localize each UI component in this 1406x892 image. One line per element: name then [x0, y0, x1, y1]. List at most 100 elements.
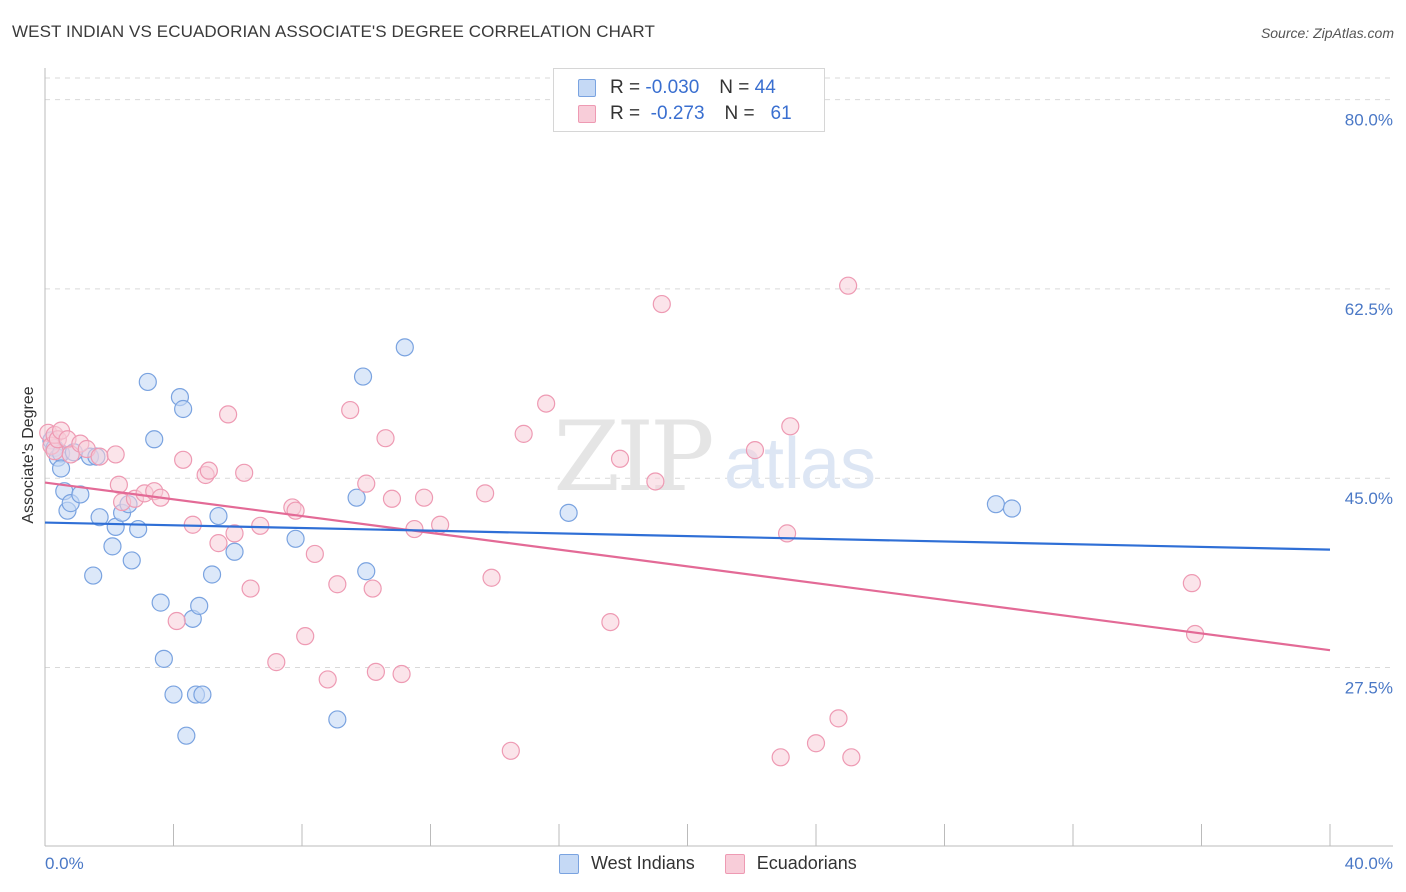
legend-swatch-ecuadorians — [578, 105, 596, 123]
ecuadorians-point — [771, 748, 790, 767]
y-tick-label: 62.5% — [1345, 300, 1393, 319]
ecuadorians-point — [318, 670, 337, 689]
legend-r-value: -0.273 — [650, 103, 705, 124]
chart-title: WEST INDIAN VS ECUADORIAN ASSOCIATE'S DE… — [12, 22, 655, 41]
west-indians-point — [328, 710, 347, 729]
ecuadorians-point — [842, 748, 861, 767]
ecuadorians-point — [328, 575, 347, 594]
ecuadorians-point — [305, 544, 324, 564]
ecuadorians-points — [39, 276, 1205, 767]
ecuadorians-point — [476, 484, 495, 503]
west-indians-point — [145, 430, 164, 449]
west-indians-point — [122, 551, 141, 570]
ecuadorians-point — [174, 450, 193, 469]
ecuadorians-point — [267, 653, 286, 672]
west-indians-point — [559, 503, 578, 522]
west-indians-point — [164, 685, 183, 704]
west-indians-point — [138, 372, 157, 392]
ecuadorians-point — [235, 463, 254, 482]
west-indians-point — [190, 596, 209, 615]
ecuadorians-point — [806, 734, 826, 753]
axes — [44, 68, 1393, 847]
west-indians-point — [151, 593, 170, 612]
x-tick-label: 40.0% — [1345, 854, 1393, 873]
west-indians-point — [209, 506, 228, 526]
ecuadorians-point — [781, 417, 800, 436]
legend-label-ecuadorians: Ecuadorians — [756, 853, 857, 873]
legend-n-label: N = — [719, 77, 750, 98]
ecuadorians-point — [199, 461, 218, 480]
x-tick-label: 0.0% — [45, 854, 84, 873]
ecuadorians-point — [745, 441, 765, 460]
west-indians-point — [193, 685, 212, 704]
ecuadorians-point — [392, 664, 411, 684]
ecuadorians-point — [296, 627, 315, 646]
correlation-legend: R = -0.030 N = 44 R = -0.273 N = 61 — [553, 68, 825, 132]
west-indians-point — [395, 338, 414, 357]
ecuadorians-point — [90, 447, 109, 466]
ecuadorians-point — [219, 405, 238, 424]
west-indians-point — [103, 537, 122, 556]
watermark-zip: ZIP — [553, 401, 712, 513]
ecuadorians-point — [106, 445, 125, 464]
west-indians-point — [986, 495, 1006, 514]
west-indians-point — [71, 485, 90, 504]
ecuadorians-point — [839, 276, 858, 295]
legend-label-west-indians: West Indians — [591, 853, 695, 873]
legend-item-ecuadorians[interactable]: Ecuadorians — [724, 853, 857, 874]
ecuadorians-point — [829, 709, 848, 728]
ecuadorians-point — [514, 424, 533, 443]
legend-item-west-indians[interactable]: West Indians — [559, 853, 695, 874]
west-indians-point — [347, 488, 366, 507]
ecuadorians-point — [382, 489, 402, 508]
legend-n-value: 61 — [770, 103, 792, 124]
legend-r-label: R = — [610, 103, 641, 124]
west-indians-point — [129, 519, 148, 539]
ecuadorians-point — [610, 449, 630, 468]
ecuadorians-point — [1182, 574, 1201, 593]
tick-labels: 27.5% 45.0% 62.5% 80.0% 0.0% 40.0% — [45, 111, 1393, 873]
legend-row-west-indians: R = -0.030 N = 44 — [578, 76, 776, 100]
west-indians-trend-line — [44, 521, 1331, 551]
ecuadorians-point — [652, 294, 671, 314]
ecuadorians-point — [251, 516, 270, 535]
west-indians-point — [286, 529, 305, 548]
west-indians-point — [51, 459, 71, 478]
watermark: ZIP atlas — [553, 401, 876, 513]
legend-swatch-west-indians — [559, 853, 579, 874]
y-tick-label: 80.0% — [1345, 111, 1393, 130]
ecuadorians-point — [225, 524, 244, 543]
west-indians-point — [177, 726, 196, 745]
west-indians-point — [90, 508, 109, 527]
y-axis-title: Associate's Degree — [20, 386, 37, 523]
west-indians-point — [357, 562, 376, 581]
ecuadorians-point — [646, 472, 665, 491]
legend-row-ecuadorians: R = -0.273 N = 61 — [578, 102, 792, 126]
west-indians-point — [225, 542, 244, 561]
west-indians-point — [174, 399, 193, 419]
ecuadorians-point — [482, 568, 501, 587]
west-indians-points — [42, 338, 1022, 745]
ecuadorians-point — [366, 662, 385, 681]
y-tick-label: 45.0% — [1345, 489, 1393, 508]
ecuadorians-point — [537, 394, 556, 413]
west-indians-point — [202, 565, 222, 584]
ecuadorians-trend-line — [44, 481, 1331, 652]
legend-r-label: R = — [610, 77, 641, 98]
ecuadorians-point — [341, 400, 360, 420]
west-indians-point — [353, 367, 373, 386]
ecuadorians-point — [363, 579, 382, 598]
ecuadorians-point — [209, 534, 228, 553]
legend-swatch-ecuadorians — [724, 853, 745, 874]
source-label: Source: ZipAtlas.com — [1260, 25, 1394, 41]
ecuadorians-point — [501, 741, 520, 760]
ecuadorians-point — [357, 474, 376, 493]
west-indians-point — [1002, 499, 1022, 518]
ecuadorians-point — [414, 488, 434, 507]
legend-swatch-west-indians — [578, 79, 596, 97]
west-indians-point — [154, 649, 173, 668]
legend-r-value: -0.030 — [645, 77, 700, 98]
ecuadorians-point — [241, 579, 260, 598]
west-indians-point — [84, 566, 103, 585]
